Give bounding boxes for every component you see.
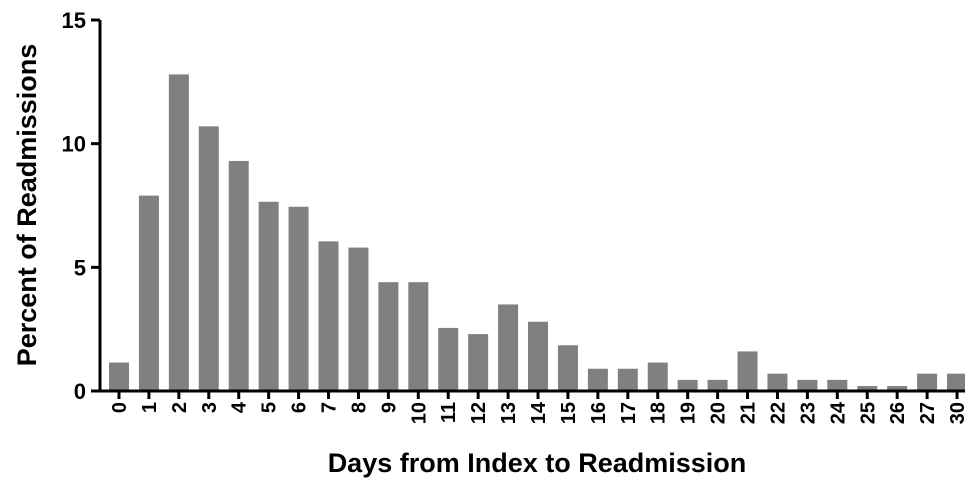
y-tick-label: 0: [74, 379, 86, 404]
x-tick-label: 21: [738, 402, 760, 424]
bar-day-11: [438, 327, 459, 391]
x-axis-ticks: 0 1 2 3 4 5 6 7 8 9 10 11 12 13 14 15 16 17 18 19 20 21 22 23 24…: [109, 391, 965, 424]
bar-day-30: [947, 373, 965, 391]
x-tick-label: 19: [678, 402, 700, 424]
x-tick-label: 8: [348, 402, 370, 413]
bar-day-2: [168, 74, 189, 391]
bar-day-27: [917, 373, 938, 391]
x-tick-label: 0: [109, 402, 131, 413]
x-tick-label: 15: [558, 402, 580, 424]
bar-day-15: [557, 345, 578, 391]
bar-day-12: [468, 334, 489, 391]
x-tick-label: 7: [319, 402, 341, 413]
bar-day-18: [647, 362, 668, 391]
bar-day-0: [109, 362, 129, 391]
x-tick-label: 30: [947, 402, 965, 424]
bars-group: [109, 74, 965, 391]
x-tick-label: 25: [857, 402, 879, 424]
bar-day-21: [737, 351, 758, 391]
bar-day-10: [408, 282, 429, 391]
x-tick-label: 5: [259, 402, 281, 413]
x-tick-label: 1: [139, 402, 161, 413]
x-tick-label: 22: [767, 402, 789, 424]
x-tick-label: 26: [887, 402, 909, 424]
bar-day-24: [827, 379, 848, 391]
x-tick-label: 10: [408, 402, 430, 424]
bar-day-7: [318, 241, 339, 391]
x-axis-title: Days from Index to Readmission: [328, 448, 747, 478]
x-tick-label: 13: [498, 402, 520, 424]
x-tick-label: 11: [438, 402, 460, 423]
bar-day-26: [887, 386, 908, 391]
x-tick-label: 23: [797, 402, 819, 424]
x-tick-label: 4: [229, 401, 251, 413]
x-tick-label: 3: [199, 402, 221, 413]
y-axis-ticks: 0 5 10 15: [62, 8, 100, 404]
bar-day-19: [677, 379, 698, 391]
bar-day-22: [767, 373, 788, 391]
x-tick-label: 16: [588, 402, 610, 424]
bar-day-16: [587, 368, 608, 391]
x-tick-label: 24: [827, 401, 849, 424]
bar-day-17: [617, 368, 638, 391]
bar-day-25: [857, 386, 878, 391]
bar-day-8: [348, 247, 369, 391]
x-tick-label: 12: [468, 402, 490, 424]
bar-day-9: [378, 282, 399, 391]
bar-day-1: [138, 195, 159, 391]
x-tick-label: 27: [917, 402, 939, 424]
bar-day-23: [797, 379, 818, 391]
x-tick-label: 2: [169, 402, 191, 413]
bar-day-3: [198, 126, 219, 391]
x-tick-label: 6: [289, 402, 311, 413]
bar-day-20: [707, 379, 728, 391]
y-tick-label: 15: [62, 8, 86, 33]
x-tick-label: 9: [378, 402, 400, 413]
x-tick-label: 14: [528, 401, 550, 424]
bar-day-5: [258, 201, 279, 391]
x-tick-label: 18: [648, 402, 670, 424]
bar-day-13: [498, 304, 519, 391]
y-tick-label: 5: [74, 255, 86, 280]
x-tick-label: 17: [618, 402, 640, 424]
bar-day-6: [288, 206, 309, 391]
x-tick-label: 20: [708, 402, 730, 424]
bar-day-4: [228, 160, 249, 391]
bar-day-14: [528, 321, 549, 391]
y-axis-title: Percent of Readmissions: [12, 44, 42, 367]
y-tick-label: 10: [62, 132, 86, 157]
